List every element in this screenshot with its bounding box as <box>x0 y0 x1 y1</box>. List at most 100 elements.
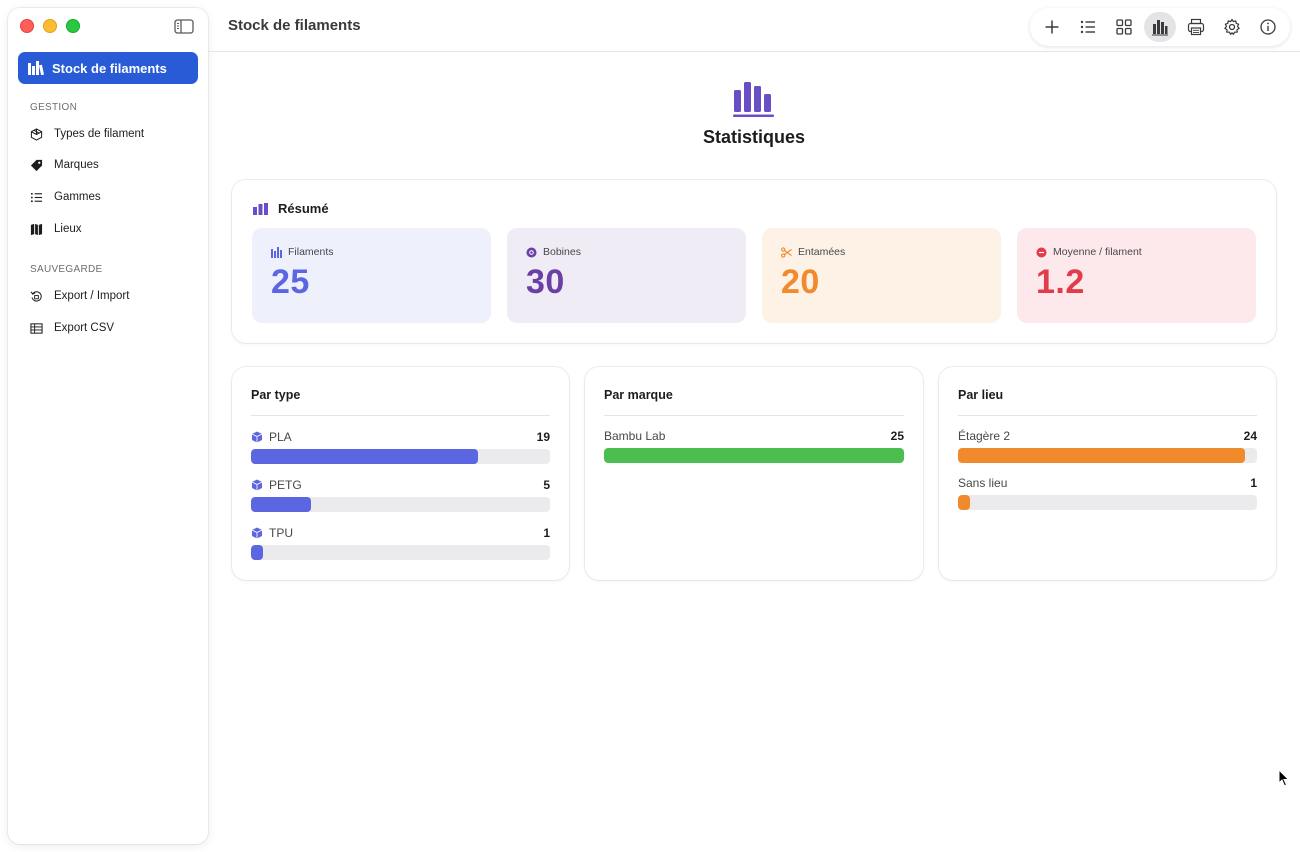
sidebar-item-marques[interactable]: Marques <box>30 155 99 175</box>
page-title: Statistiques <box>702 127 806 147</box>
section-label-gestion: GESTION <box>30 102 78 113</box>
list-view-button[interactable] <box>1072 12 1104 42</box>
sidebar-item-label: Stock de filaments <box>52 60 167 76</box>
average-icon <box>1036 247 1047 257</box>
row-count: 5 <box>543 478 550 492</box>
scissors-icon <box>781 246 792 258</box>
list-item: Bambu Lab 25 <box>604 428 904 463</box>
progress-track <box>958 495 1257 510</box>
by-brand-card: Par marque Bambu Lab 25 <box>585 367 923 580</box>
zoom-window-button[interactable] <box>66 19 80 33</box>
progress-track <box>958 448 1257 463</box>
sidebar-item-export-import[interactable]: Export / Import <box>30 286 129 306</box>
info-button[interactable] <box>1252 12 1284 42</box>
stat-label: Bobines <box>543 246 581 258</box>
divider <box>958 415 1257 416</box>
progress-fill <box>958 448 1246 463</box>
list-item: Sans lieu 1 <box>958 475 1257 510</box>
progress-fill <box>251 545 263 560</box>
row-count: 24 <box>1243 429 1257 443</box>
row-count: 25 <box>890 429 904 443</box>
spool-icon <box>526 247 537 257</box>
chart-icon <box>253 202 268 215</box>
close-window-button[interactable] <box>20 19 34 33</box>
sidebar-item-label: Export / Import <box>54 290 130 302</box>
sidebar-item-gammes[interactable]: Gammes <box>30 187 101 207</box>
card-title: Par marque <box>604 388 673 402</box>
sidebar-item-label: Types de filament <box>54 128 145 140</box>
cube-icon <box>251 479 263 491</box>
sidebar-item-label: Export CSV <box>54 322 115 334</box>
stats-view-button[interactable] <box>1144 12 1176 42</box>
gear-icon <box>1224 18 1240 35</box>
window-controls <box>20 19 80 33</box>
toolbar <box>1030 8 1290 46</box>
sidebar-item-lieux[interactable]: Lieux <box>30 219 82 239</box>
books-icon <box>28 61 44 75</box>
sidebar-item-label: Gammes <box>54 191 101 203</box>
print-icon <box>1187 18 1205 36</box>
cube-icon <box>251 431 263 443</box>
sidebar-item-stock[interactable]: Stock de filaments <box>18 52 198 84</box>
stat-label: Entamées <box>798 246 846 258</box>
title-bar: Stock de filaments <box>208 0 1300 52</box>
section-label-sauvegarde: SAUVEGARDE <box>30 264 103 275</box>
sidebar-item-label: Marques <box>54 159 99 171</box>
row-label: PLA <box>269 430 292 444</box>
sidebar-item-types[interactable]: Types de filament <box>30 124 144 144</box>
list-item: PETG 5 <box>251 477 550 512</box>
cube-icon <box>251 527 263 539</box>
row-count: 19 <box>536 430 550 444</box>
summary-card: Résumé Filaments 25 Bobines 30 Entamées … <box>232 180 1276 343</box>
summary-title: Résumé <box>278 201 329 216</box>
progress-track <box>251 497 550 512</box>
list-icon <box>30 192 43 202</box>
sidebar-item-export-csv[interactable]: Export CSV <box>30 318 114 338</box>
stat-bobines: Bobines 30 <box>507 228 746 323</box>
plus-icon <box>1045 20 1059 34</box>
stat-value: 30 <box>526 263 565 301</box>
stats-hero-icon <box>733 82 774 117</box>
minimize-window-button[interactable] <box>43 19 57 33</box>
stat-value: 1.2 <box>1036 263 1085 301</box>
cube-icon <box>30 127 43 141</box>
stat-entamees: Entamées 20 <box>762 228 1001 323</box>
divider <box>251 415 550 416</box>
grid-icon <box>1116 19 1132 35</box>
row-label: Étagère 2 <box>958 429 1011 443</box>
stat-value: 25 <box>271 263 310 301</box>
progress-fill <box>958 495 970 510</box>
sidebar-toggle-icon[interactable] <box>174 19 194 34</box>
summary-header: Résumé <box>253 201 329 216</box>
table-icon <box>30 322 43 334</box>
add-button[interactable] <box>1036 12 1068 42</box>
row-label: Bambu Lab <box>604 429 666 443</box>
list-item: TPU 1 <box>251 525 550 560</box>
row-label: PETG <box>269 478 302 492</box>
row-count: 1 <box>1250 476 1257 490</box>
divider <box>604 415 904 416</box>
progress-track <box>604 448 904 463</box>
by-location-card: Par lieu Étagère 2 24 Sans lieu 1 <box>939 367 1276 580</box>
tag-icon <box>30 159 43 171</box>
grid-view-button[interactable] <box>1108 12 1140 42</box>
books-icon <box>271 246 282 258</box>
list-item: Étagère 2 24 <box>958 428 1257 463</box>
progress-fill <box>251 497 311 512</box>
settings-button[interactable] <box>1216 12 1248 42</box>
print-button[interactable] <box>1180 12 1212 42</box>
window-title: Stock de filaments <box>228 17 361 34</box>
sidebar: Stock de filaments GESTION Types de fila… <box>8 8 208 844</box>
progress-track <box>251 545 550 560</box>
card-title: Par lieu <box>958 388 1004 402</box>
sidebar-item-label: Lieux <box>54 223 82 235</box>
row-count: 1 <box>543 526 550 540</box>
progress-track <box>251 449 550 464</box>
stat-moyenne: Moyenne / filament 1.2 <box>1017 228 1256 323</box>
clock-arrow-icon <box>30 290 42 302</box>
progress-fill <box>604 448 904 463</box>
list-item: PLA 19 <box>251 429 550 464</box>
stat-label: Moyenne / filament <box>1053 246 1142 258</box>
stat-filaments: Filaments 25 <box>252 228 491 323</box>
